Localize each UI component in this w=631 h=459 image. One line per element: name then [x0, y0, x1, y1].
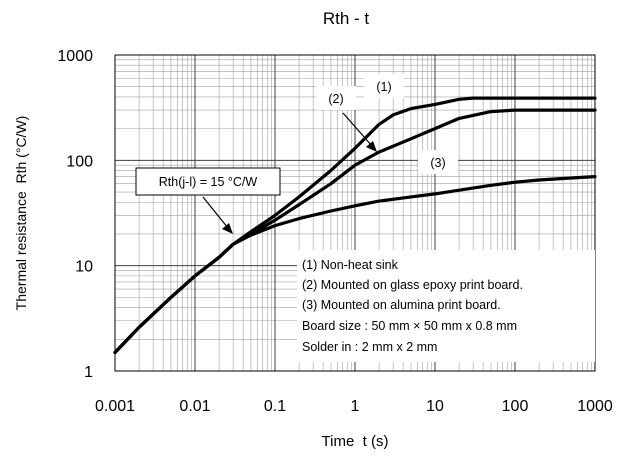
x-tick-label: 0.001 — [95, 398, 135, 415]
x-tick-label: 0.01 — [179, 398, 210, 415]
curve2-label-bg — [316, 86, 356, 110]
chart-title: Rth - t — [323, 9, 370, 28]
curve2-arrow — [342, 112, 373, 147]
rth-jl-arrow — [202, 196, 229, 229]
plot-frame — [114, 54, 596, 372]
curve1-label: (1) — [376, 80, 391, 94]
rth-jl-arrowhead — [222, 223, 233, 234]
curve3-label: (3) — [430, 156, 445, 170]
curve3-label-bg — [418, 150, 458, 174]
legend-line-1: (1) Non-heat sink — [302, 258, 399, 272]
x-axis-label: Time t (s) — [322, 433, 389, 450]
legend-line-4: Board size : 50 mm × 50 mm x 0.8 mm — [302, 319, 517, 333]
x-tick-label: 1000 — [577, 398, 613, 415]
series-lines — [113, 96, 597, 355]
rth-jl-callout: Rth(j-l) = 15 °C/W — [159, 175, 258, 189]
curve1-label-bg — [364, 74, 404, 98]
legend-line-5: Solder in : 2 mm x 2 mm — [302, 340, 437, 354]
y-axis-tick-labels: 1 10 100 1000 — [57, 48, 93, 381]
curve2-arrowhead — [366, 141, 377, 152]
y-tick-label: 100 — [66, 153, 93, 170]
series-line-3 — [113, 175, 597, 355]
y-tick-label: 1 — [84, 364, 93, 381]
x-tick-label: 100 — [502, 398, 529, 415]
legend-box — [297, 250, 595, 362]
x-tick-label: 10 — [426, 398, 444, 415]
curve2-label: (2) — [328, 92, 343, 106]
legend-line-3: (3) Mounted on alumina print board. — [302, 298, 501, 312]
y-tick-label: 1000 — [57, 48, 93, 65]
y-axis-label: Thermal resistance Rth (°C/W) — [13, 116, 29, 311]
legend-line-2: (2) Mounted on glass epoxy print board. — [302, 278, 523, 292]
legend: (1) Non-heat sink (2) Mounted on glass e… — [302, 258, 523, 354]
y-tick-label: 10 — [75, 259, 93, 276]
x-tick-label: 1 — [351, 398, 360, 415]
x-tick-label: 0.1 — [264, 398, 286, 415]
x-axis-tick-labels: 0.001 0.01 0.1 1 10 100 1000 — [95, 398, 613, 415]
rth-jl-callout-box — [135, 167, 281, 196]
